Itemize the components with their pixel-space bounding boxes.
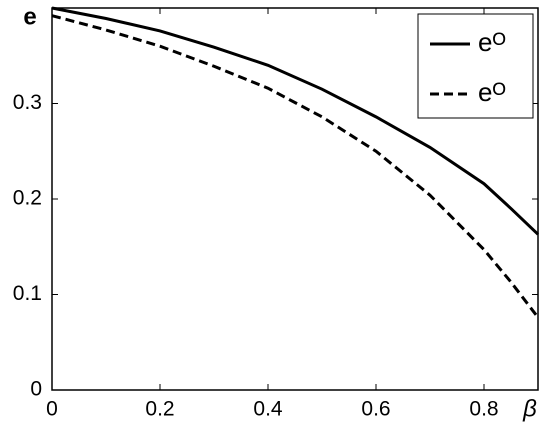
y-axis-label: e <box>23 3 36 30</box>
x-tick-label: 0.2 <box>145 398 174 421</box>
y-tick-label: 0.3 <box>13 91 42 114</box>
y-tick-label: 0.2 <box>13 187 42 210</box>
y-tick-label: 0.1 <box>13 282 42 305</box>
x-tick-label: 0.6 <box>361 398 390 421</box>
y-tick-label: 0 <box>30 378 42 401</box>
x-axis-label: β <box>522 395 537 422</box>
legend-label: eᴼ <box>478 27 506 57</box>
x-tick-label: 0.8 <box>469 398 498 421</box>
line <box>51 6 540 236</box>
legend-box <box>417 13 534 119</box>
x-tick-label: 0.4 <box>253 398 283 421</box>
legend-label: eᴼ <box>478 77 506 107</box>
x-tick-label: 0 <box>46 398 58 421</box>
